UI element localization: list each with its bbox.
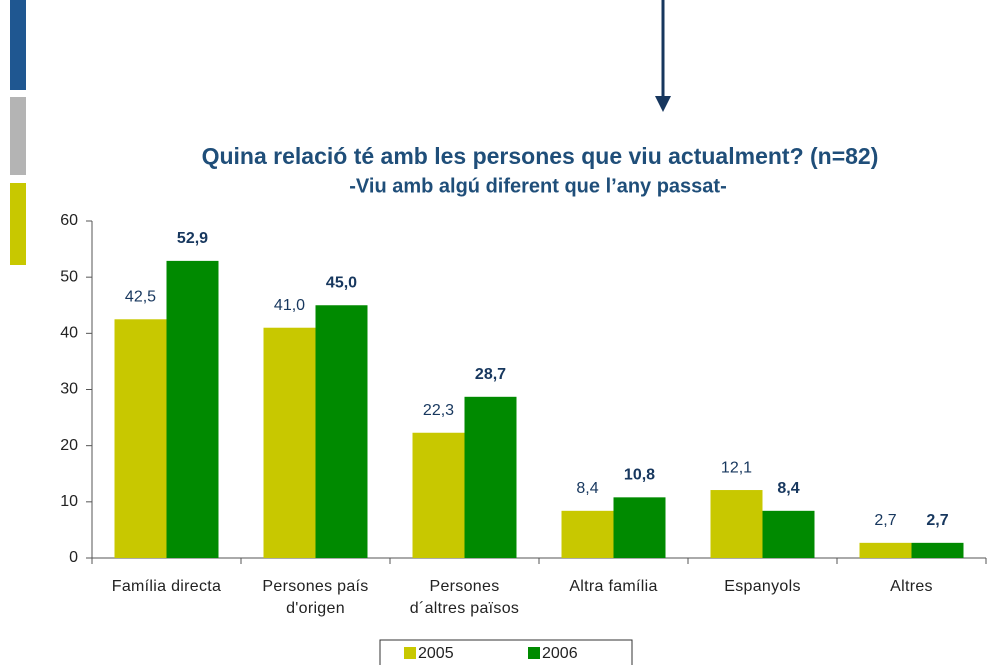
stripe — [10, 0, 26, 90]
bar — [315, 305, 368, 558]
legend-label: 2006 — [542, 645, 578, 662]
legend-label: 2005 — [418, 645, 454, 662]
value-label: 45,0 — [326, 274, 357, 291]
value-label: 52,9 — [177, 230, 208, 247]
bar — [412, 432, 465, 558]
stripe — [10, 97, 26, 175]
bar — [263, 327, 316, 558]
value-label: 28,7 — [475, 366, 506, 383]
y-tick-label: 30 — [60, 381, 78, 398]
bar — [114, 319, 167, 558]
legend-box — [379, 639, 633, 665]
x-tick-label: Persones país d'origen — [262, 578, 369, 617]
y-tick-label: 60 — [60, 212, 78, 229]
bar — [166, 260, 219, 558]
y-tick-label: 10 — [60, 493, 78, 510]
bar — [613, 497, 666, 558]
value-label: 12,1 — [721, 459, 752, 476]
y-tick-label: 20 — [60, 437, 78, 454]
x-tick-label: Família directa — [111, 578, 222, 595]
y-tick-label: 0 — [69, 549, 78, 566]
value-label: 2,7 — [926, 512, 948, 529]
bar — [859, 542, 912, 558]
value-label: 22,3 — [423, 402, 454, 419]
stripe — [10, 183, 26, 265]
bar — [464, 396, 517, 558]
legend-swatch — [528, 647, 540, 659]
value-label: 8,4 — [576, 480, 598, 497]
x-tick-label: Persones d´altres països — [409, 578, 520, 617]
y-tick-label: 50 — [60, 268, 78, 285]
chart-subtitle: -Viu amb algú diferent que l’any passat- — [349, 175, 727, 197]
value-label: 8,4 — [777, 480, 799, 497]
value-label: 41,0 — [274, 297, 305, 314]
value-label: 2,7 — [874, 512, 896, 529]
value-label: 42,5 — [125, 289, 156, 306]
bar — [561, 510, 614, 558]
value-label: 10,8 — [624, 467, 655, 484]
bar — [762, 510, 815, 558]
bar — [710, 490, 763, 558]
bar — [911, 542, 964, 558]
arrow-head — [655, 96, 671, 112]
chart-title: Quina relació té amb les persones que vi… — [202, 143, 879, 169]
y-tick-label: 40 — [60, 325, 78, 342]
legend-swatch — [404, 647, 416, 659]
x-tick-label: Altres — [890, 578, 933, 595]
x-tick-label: Altra família — [569, 578, 658, 595]
x-tick-label: Espanyols — [724, 578, 801, 595]
